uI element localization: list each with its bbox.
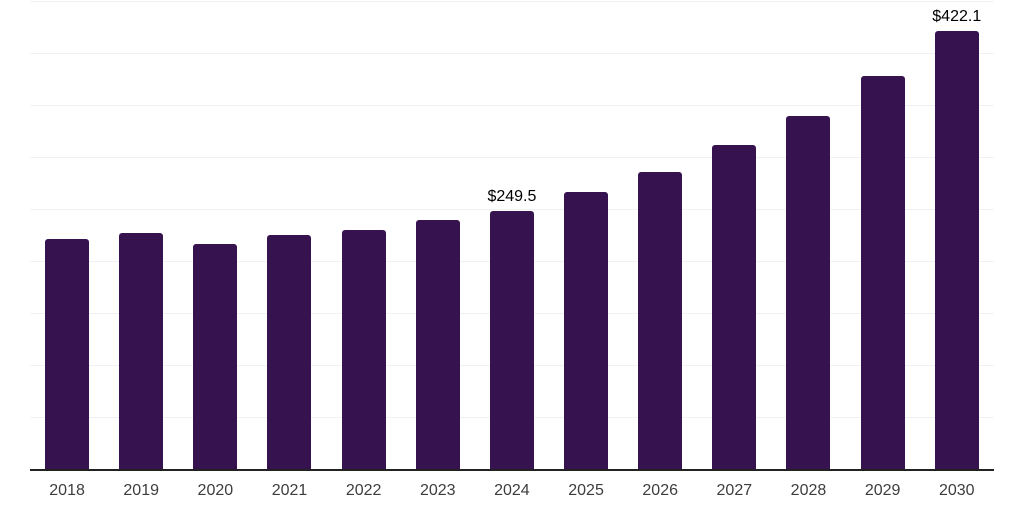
x-axis-labels: 2018 2019 2020 2021 2022 2023 2024 2025 2026 2027…	[30, 482, 994, 500]
bar-slot-2027	[712, 144, 757, 470]
x-tick-2021: 2021	[271, 482, 308, 499]
plot-area: $249.5 $422.1	[30, 1, 994, 470]
x-axis-line	[30, 469, 994, 471]
bar-slot-2028	[786, 115, 831, 470]
bar-2019	[119, 232, 164, 470]
bar-slot-2023	[415, 220, 460, 470]
bar-slot-2029	[860, 75, 905, 470]
x-tick-2025: 2025	[568, 482, 604, 499]
bar-2026	[638, 171, 683, 470]
bar-2023	[415, 220, 460, 470]
bar-2020	[193, 243, 238, 470]
gridline-350	[30, 105, 994, 106]
x-tick-2028: 2028	[790, 482, 827, 499]
x-tick-2030: 2030	[938, 482, 975, 499]
x-tick-2026: 2026	[642, 482, 678, 499]
x-tick-2018: 2018	[49, 482, 85, 499]
x-tick-2022: 2022	[345, 482, 382, 499]
bar-2024	[489, 210, 534, 470]
bar-2028	[786, 115, 831, 470]
bar-2030	[934, 31, 979, 470]
bar-slot-2025	[564, 191, 609, 470]
x-tick-2020: 2020	[197, 482, 234, 499]
gridline-450	[30, 1, 994, 2]
data-label-2030: $422.1	[932, 8, 982, 26]
gridline-400	[30, 53, 994, 54]
data-label-2024: $249.5	[487, 187, 537, 205]
gridline-250	[30, 209, 994, 210]
x-tick-2027: 2027	[716, 482, 753, 499]
bar-series: $249.5 $422.1	[30, 2, 994, 470]
bar-2029	[860, 75, 905, 470]
bar-2021	[267, 234, 312, 470]
bar-2022	[341, 229, 386, 470]
bar-slot-2024: $249.5	[487, 188, 536, 470]
x-tick-2024: 2024	[494, 482, 530, 499]
bar-2025	[564, 191, 609, 470]
bar-slot-2021	[267, 234, 312, 470]
bar-2018	[45, 238, 90, 470]
bar-slot-2018	[45, 238, 90, 470]
bar-slot-2022	[341, 229, 386, 470]
bar-slot-2019	[119, 232, 164, 470]
bar-2027	[712, 144, 757, 470]
x-tick-2023: 2023	[419, 482, 456, 499]
bar-slot-2030: $422.1	[932, 8, 981, 470]
bar-slot-2020	[193, 243, 238, 470]
x-tick-2029: 2029	[864, 482, 901, 499]
gridline-300	[30, 157, 994, 158]
bar-slot-2026	[638, 171, 683, 470]
x-tick-2019: 2019	[123, 482, 159, 499]
